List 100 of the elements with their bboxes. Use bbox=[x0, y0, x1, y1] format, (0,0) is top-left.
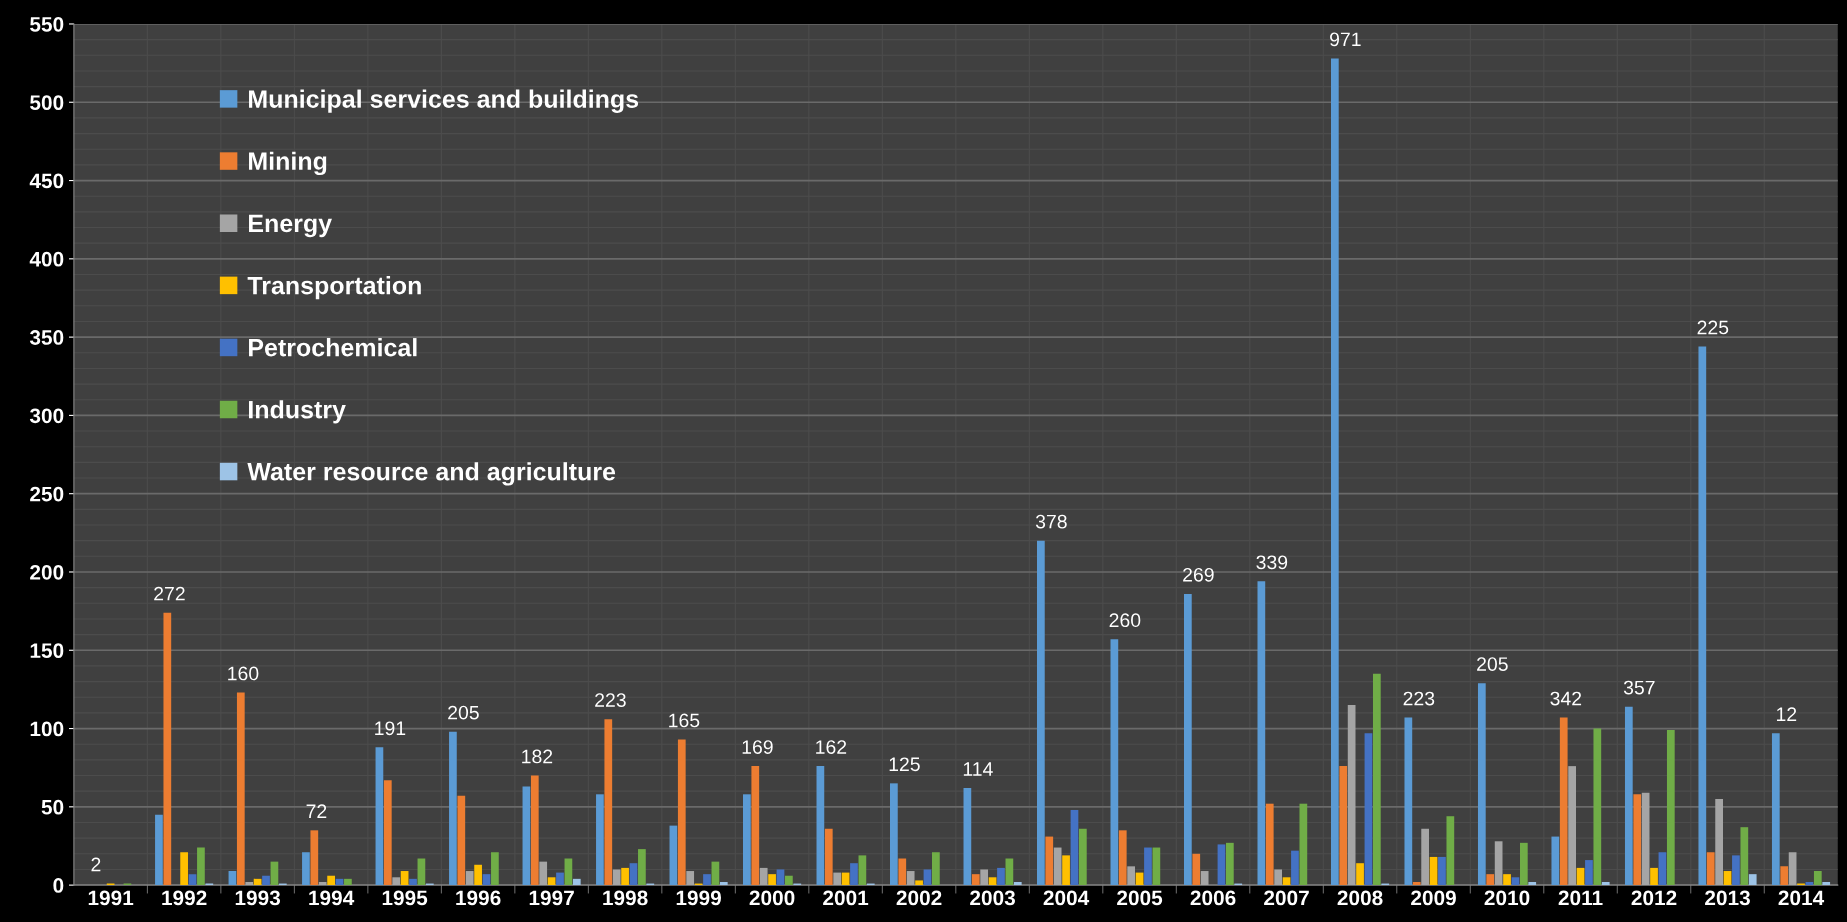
bar bbox=[318, 881, 327, 886]
annotation: 2 bbox=[91, 857, 101, 872]
bar bbox=[1421, 828, 1430, 886]
bar bbox=[1053, 847, 1062, 886]
annotation: 160 bbox=[228, 666, 259, 681]
annotation: 191 bbox=[375, 721, 406, 736]
bar bbox=[915, 880, 923, 886]
bar bbox=[302, 852, 310, 886]
x-tick-label: 2004 bbox=[1043, 890, 1090, 906]
bar bbox=[556, 872, 564, 886]
bar bbox=[491, 852, 499, 886]
bar bbox=[906, 871, 915, 886]
bar bbox=[1045, 836, 1054, 886]
legend-label: Water resource and agriculture bbox=[247, 462, 616, 486]
bar bbox=[1225, 842, 1234, 886]
annotation: 125 bbox=[889, 757, 920, 772]
bar bbox=[547, 877, 556, 886]
legend-label: Municipal services and buildings bbox=[249, 89, 639, 113]
bar bbox=[612, 869, 621, 886]
bar bbox=[1771, 733, 1780, 886]
bar bbox=[1217, 844, 1226, 886]
y-tick-label: 100 bbox=[30, 721, 64, 737]
bar bbox=[1127, 866, 1136, 886]
annotation: 223 bbox=[1403, 691, 1435, 706]
bar bbox=[686, 871, 695, 886]
bar bbox=[1650, 867, 1658, 886]
bar bbox=[1494, 841, 1503, 886]
bar bbox=[898, 858, 907, 886]
bar bbox=[1585, 860, 1593, 886]
annotation: 272 bbox=[154, 586, 185, 601]
bar bbox=[776, 869, 785, 886]
y-tick-label: 350 bbox=[29, 330, 64, 345]
bar bbox=[785, 875, 793, 886]
y-tick-label: 250 bbox=[30, 486, 64, 502]
y-tick-label: 450 bbox=[29, 173, 64, 189]
bar bbox=[1339, 766, 1348, 886]
bar bbox=[824, 828, 833, 886]
bar bbox=[1633, 794, 1642, 886]
x-tick-label: 1998 bbox=[603, 890, 648, 906]
bar bbox=[327, 875, 335, 886]
bar bbox=[759, 867, 768, 886]
bar bbox=[816, 766, 825, 886]
bar bbox=[677, 739, 686, 886]
x-tick-label: 2001 bbox=[823, 890, 869, 906]
bar bbox=[997, 867, 1005, 886]
bar bbox=[1813, 871, 1822, 886]
bar bbox=[703, 874, 711, 886]
annotation: 12 bbox=[1776, 707, 1797, 721]
bar bbox=[409, 878, 417, 886]
bar bbox=[1723, 871, 1732, 886]
x-tick-label: 2013 bbox=[1705, 890, 1750, 906]
bar bbox=[743, 794, 751, 886]
bar bbox=[228, 871, 237, 886]
x-tick-label: 1995 bbox=[382, 890, 428, 906]
bar bbox=[1511, 877, 1520, 886]
y-tick-label: 200 bbox=[30, 564, 64, 580]
annotation: 260 bbox=[1109, 613, 1141, 628]
annotation: 225 bbox=[1697, 320, 1729, 335]
x-tick-label: 1991 bbox=[88, 890, 134, 906]
bar bbox=[1183, 593, 1192, 886]
annotation: 342 bbox=[1550, 691, 1582, 706]
legend-label: Transportation bbox=[247, 276, 421, 300]
bar bbox=[850, 863, 858, 886]
bar bbox=[1037, 540, 1045, 886]
legend-label: Petrochemical bbox=[249, 338, 417, 357]
bar bbox=[392, 877, 401, 886]
annotation: 223 bbox=[595, 693, 626, 707]
x-tick-label: 2006 bbox=[1190, 890, 1236, 906]
bar bbox=[400, 871, 409, 886]
bar bbox=[1257, 581, 1266, 886]
bar bbox=[375, 747, 384, 886]
x-tick-label: 1993 bbox=[235, 890, 281, 906]
bar bbox=[1706, 852, 1715, 886]
bar bbox=[768, 874, 776, 886]
bar bbox=[1152, 847, 1161, 886]
bar bbox=[890, 783, 898, 886]
bar bbox=[1274, 869, 1283, 886]
annotation: 114 bbox=[963, 762, 993, 776]
y-tick-label: 150 bbox=[30, 643, 64, 659]
bar bbox=[1446, 816, 1455, 886]
bar bbox=[1715, 799, 1723, 886]
bar bbox=[1299, 803, 1308, 886]
bar bbox=[1192, 853, 1201, 886]
bar bbox=[988, 877, 997, 886]
bar bbox=[1593, 728, 1602, 886]
bar bbox=[1013, 881, 1022, 886]
x-tick-label: 2014 bbox=[1778, 890, 1825, 906]
legend-label: Industry bbox=[249, 400, 346, 424]
x-tick-label: 2012 bbox=[1631, 890, 1677, 906]
bar bbox=[1372, 673, 1381, 886]
bar bbox=[1330, 58, 1339, 886]
bar bbox=[1822, 881, 1831, 886]
bar bbox=[669, 825, 678, 886]
annotation: 182 bbox=[522, 749, 553, 764]
bar bbox=[1732, 855, 1740, 886]
bar bbox=[572, 878, 581, 886]
y-tick-label: 50 bbox=[41, 799, 64, 815]
bar bbox=[638, 849, 646, 886]
y-tick-label: 550 bbox=[30, 16, 64, 32]
x-tick-label: 1997 bbox=[529, 890, 574, 906]
